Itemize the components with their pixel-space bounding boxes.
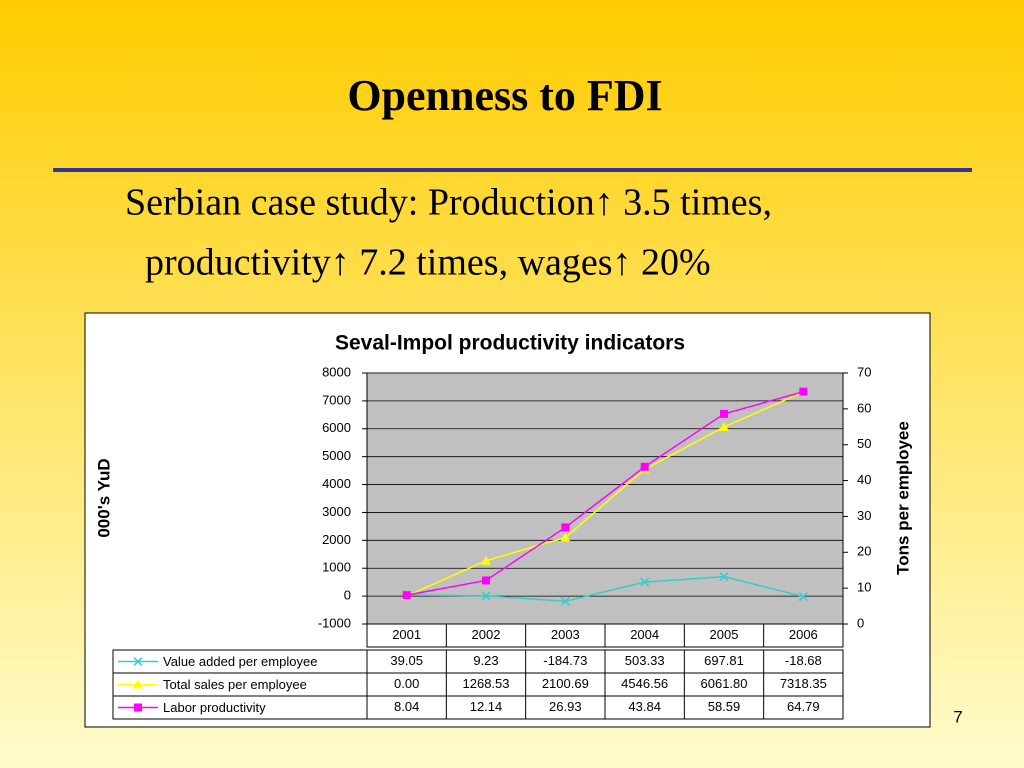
table-value: 6061.80 <box>701 676 748 691</box>
table-value: 2100.69 <box>542 676 589 691</box>
data-point <box>561 523 570 532</box>
y-axis-title: 000's YuD <box>94 458 113 537</box>
table-value: 697.81 <box>704 653 744 668</box>
data-point <box>719 422 729 432</box>
table-value: 4546.56 <box>621 676 668 691</box>
y-tick-label: 0 <box>344 588 351 603</box>
legend-marker <box>133 679 143 689</box>
y-tick-label: 6000 <box>322 420 351 435</box>
table-value: 7318.35 <box>780 676 827 691</box>
data-point <box>719 572 729 582</box>
table-value: 8.04 <box>394 699 419 714</box>
y-tick-label: 5000 <box>322 448 351 463</box>
slide-title: Openness to FDI <box>347 71 662 120</box>
chart: -1000 0 1000 2000 3000 4000 5000 6000 7000 8000 0 1… <box>112 364 871 720</box>
series-line <box>406 390 804 596</box>
table-value: 503.33 <box>625 653 665 668</box>
table-value: -184.73 <box>543 653 587 668</box>
table-value: 64.79 <box>787 699 820 714</box>
data-point <box>402 591 411 600</box>
x-tick-label: 2002 <box>472 627 501 642</box>
y2-tick-label: 10 <box>857 580 871 595</box>
y-tick-label: 3000 <box>322 504 351 519</box>
y2-tick-label: 70 <box>857 364 871 379</box>
data-point <box>640 577 650 587</box>
subtitle: productivity↑ 7.2 times, wages↑ 20% <box>145 242 711 284</box>
y-tick-label: 8000 <box>322 364 351 379</box>
legend-label: Total sales per employee <box>163 677 307 692</box>
legend-label: Value added per employee <box>163 654 317 669</box>
series-line <box>406 391 804 597</box>
data-point <box>481 591 491 601</box>
y-tick-label: 2000 <box>322 532 351 547</box>
page-number: 7 <box>953 707 962 726</box>
table-value: 12.14 <box>470 699 503 714</box>
table-value: 26.93 <box>549 699 582 714</box>
y2-tick-label: 60 <box>857 400 871 415</box>
plot-area <box>366 372 844 625</box>
legend-marker <box>134 703 142 712</box>
x-tick-label: 2001 <box>392 627 421 642</box>
data-point <box>640 462 649 471</box>
y-tick-label: 1000 <box>322 560 351 575</box>
x-tick-label: 2003 <box>551 627 580 642</box>
x-tick-label: 2006 <box>789 627 818 642</box>
y2-tick-label: 20 <box>857 544 871 559</box>
chart-title: Seval-Impol productivity indicators <box>335 332 685 355</box>
subtitle: Serbian case study: Production↑ 3.5 time… <box>125 182 772 224</box>
table-value: 43.84 <box>628 699 661 714</box>
table-value: 39.05 <box>390 653 423 668</box>
table-value: 58.59 <box>708 699 741 714</box>
data-point <box>560 532 571 542</box>
legend-marker <box>133 656 143 667</box>
y-tick-label: -1000 <box>318 615 351 630</box>
data-point <box>560 596 570 606</box>
y2-tick-label: 50 <box>857 436 871 451</box>
series-line <box>406 575 804 603</box>
table-value: 0.00 <box>394 676 419 691</box>
table-value: 1268.53 <box>463 676 510 691</box>
data-point <box>482 576 490 585</box>
legend-label: Labor productivity <box>163 700 266 715</box>
y-tick-label: 7000 <box>322 392 351 407</box>
table-value: 9.23 <box>473 653 498 668</box>
data-point <box>799 387 808 396</box>
y-tick-label: 4000 <box>322 476 351 491</box>
table-value: -18.68 <box>785 653 822 668</box>
y2-axis-title: Tons per employee <box>893 421 912 575</box>
data-point <box>798 592 808 602</box>
y2-tick-label: 40 <box>857 472 871 487</box>
x-tick-label: 2005 <box>710 627 739 642</box>
x-tick-label: 2004 <box>630 627 659 642</box>
data-point <box>720 409 728 418</box>
y2-tick-label: 30 <box>857 508 871 523</box>
y2-tick-label: 0 <box>857 615 864 630</box>
data-point <box>481 555 491 565</box>
